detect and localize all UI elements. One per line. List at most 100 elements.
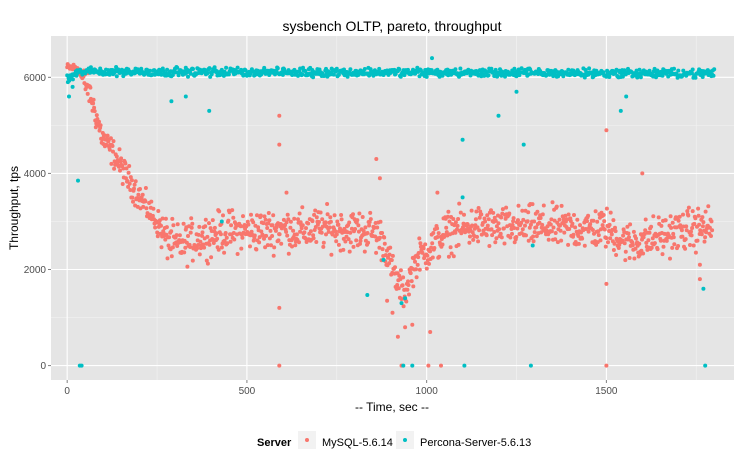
mysql-point xyxy=(690,226,695,230)
mysql-point xyxy=(611,218,616,223)
mysql-point xyxy=(625,224,630,229)
mysql-point xyxy=(365,231,370,235)
mysql-point xyxy=(699,232,704,237)
mysql-point xyxy=(469,208,474,213)
mysql-point xyxy=(377,235,382,240)
percona-point xyxy=(175,65,180,70)
mysql-point xyxy=(670,245,675,250)
percona-point xyxy=(147,68,152,73)
mysql-point xyxy=(632,256,637,261)
percona-point xyxy=(462,363,467,368)
mysql-point xyxy=(470,230,475,235)
mysql-point xyxy=(271,213,276,218)
minor-gridlines xyxy=(51,36,734,380)
mysql-point xyxy=(430,255,435,260)
mysql-point xyxy=(456,242,461,247)
mysql-point xyxy=(288,225,293,230)
mysql-point xyxy=(521,217,526,222)
percona-point xyxy=(212,65,217,70)
percona-point xyxy=(76,178,80,183)
mysql-point xyxy=(642,232,647,236)
mysql-point xyxy=(416,251,421,255)
mysql-point xyxy=(527,225,532,230)
mysql-point xyxy=(300,205,305,210)
mysql-point xyxy=(126,184,131,189)
mysql-point xyxy=(288,219,293,224)
percona-point xyxy=(566,67,571,72)
mysql-point xyxy=(407,292,411,297)
mysql-point xyxy=(477,215,482,220)
mysql-point xyxy=(335,219,340,224)
percona-point xyxy=(311,75,316,80)
mysql-point xyxy=(98,123,103,128)
percona-point xyxy=(453,67,458,72)
mysql-point xyxy=(475,234,479,239)
mysql-point xyxy=(355,218,360,223)
percona-point xyxy=(280,72,285,77)
mysql-point xyxy=(400,283,405,288)
mysql-point xyxy=(343,239,348,244)
mysql-point xyxy=(388,245,393,250)
mysql-point xyxy=(671,235,676,240)
mysql-point xyxy=(203,217,208,222)
mysql-point xyxy=(659,223,664,228)
mysql-point xyxy=(396,286,401,291)
legend-marker-mysql xyxy=(305,438,309,442)
mysql-point xyxy=(637,241,642,246)
mysql-point xyxy=(413,259,417,264)
mysql-point xyxy=(251,220,256,225)
mysql-point xyxy=(318,210,323,215)
mysql-point xyxy=(456,217,461,221)
mysql-point xyxy=(188,230,193,235)
mysql-point xyxy=(92,109,97,114)
mysql-point xyxy=(432,246,437,250)
percona-point xyxy=(65,73,70,78)
mysql-point xyxy=(141,204,146,209)
percona-point xyxy=(486,73,491,78)
mysql-point xyxy=(420,250,425,255)
mysql-point xyxy=(652,241,657,246)
mysql-point xyxy=(175,222,180,227)
mysql-point xyxy=(393,265,397,270)
percona-point xyxy=(165,67,170,72)
legend-label-mysql: MySQL-5.6.14 xyxy=(322,437,393,449)
mysql-point xyxy=(228,239,233,244)
mysql-point xyxy=(374,157,379,161)
mysql-point xyxy=(688,243,692,247)
percona-point xyxy=(607,75,612,79)
mysql-point xyxy=(512,226,517,230)
mysql-point xyxy=(528,222,533,227)
mysql-point xyxy=(604,236,609,241)
mysql-point xyxy=(562,230,567,235)
mysql-point xyxy=(591,218,596,223)
mysql-point xyxy=(692,221,697,226)
mysql-point xyxy=(414,267,418,272)
mysql-point xyxy=(324,232,328,237)
mysql-point xyxy=(177,233,182,238)
mysql-point xyxy=(257,240,262,245)
mysql-point xyxy=(297,240,301,245)
percona-point xyxy=(700,75,705,79)
mysql-point xyxy=(457,201,462,206)
mysql-point xyxy=(410,322,415,327)
mysql-point xyxy=(697,262,702,267)
percona-point xyxy=(207,108,212,113)
percona-point xyxy=(290,73,295,77)
mysql-point xyxy=(201,242,206,247)
mysql-point xyxy=(186,234,190,238)
mysql-point xyxy=(590,228,595,232)
mysql-point xyxy=(467,240,472,245)
mysql-point xyxy=(91,101,96,106)
mysql-point xyxy=(189,225,194,230)
percona-point xyxy=(67,78,72,83)
mysql-point xyxy=(151,206,156,211)
mysql-point xyxy=(588,222,593,227)
mysql-point xyxy=(341,247,346,252)
mysql-point xyxy=(346,237,351,242)
mysql-point xyxy=(470,223,475,228)
mysql-point xyxy=(252,233,257,238)
mysql-point xyxy=(524,233,528,238)
mysql-point xyxy=(188,245,193,249)
mysql-point xyxy=(195,246,200,251)
mysql-point xyxy=(453,230,458,235)
